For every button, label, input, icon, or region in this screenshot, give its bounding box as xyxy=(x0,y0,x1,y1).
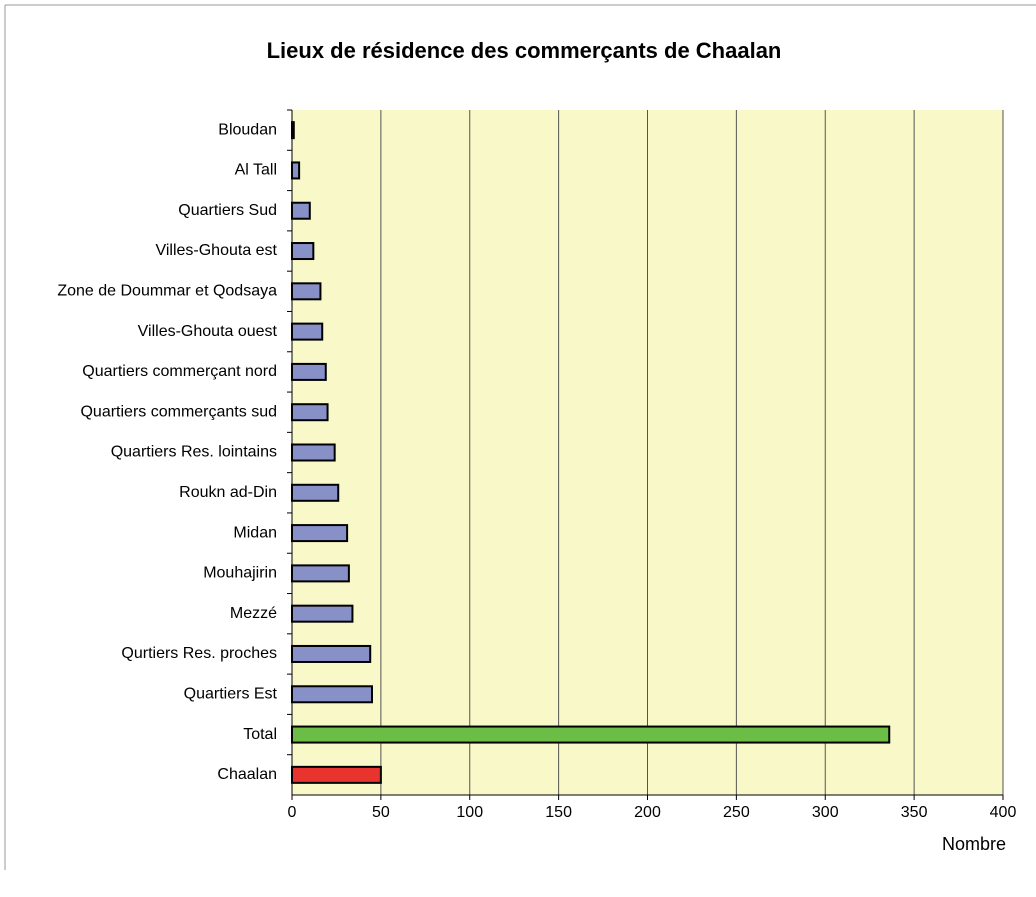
y-tick-label: Qurtiers Res. proches xyxy=(121,645,277,662)
x-tick-label: 350 xyxy=(901,804,928,821)
y-tick-label: Mouhajirin xyxy=(203,565,277,582)
x-tick-label: 100 xyxy=(456,804,483,821)
bar xyxy=(291,362,327,381)
bar xyxy=(291,322,324,341)
x-tick-label: 300 xyxy=(812,804,839,821)
x-tick-label: 50 xyxy=(372,804,390,821)
bar xyxy=(291,483,340,502)
y-tick-label: Roukn ad-Din xyxy=(179,484,277,501)
bar xyxy=(291,443,336,462)
x-tick-label: 200 xyxy=(634,804,661,821)
y-tick-label: Quartiers commerçant nord xyxy=(82,363,277,380)
y-tick-label: Chaalan xyxy=(217,766,277,783)
x-tick-label: 250 xyxy=(723,804,750,821)
y-tick-label: Al Tall xyxy=(235,162,277,179)
y-tick-label: Zone de Doummar et Qodsaya xyxy=(57,283,277,300)
bar xyxy=(291,685,373,704)
bar xyxy=(291,765,382,784)
bar xyxy=(291,725,891,744)
bar xyxy=(291,242,315,261)
bar xyxy=(291,201,311,220)
bar xyxy=(291,121,295,140)
y-tick-label: Quartiers Est xyxy=(184,685,278,702)
bar xyxy=(291,524,349,543)
bar xyxy=(291,403,329,422)
bar xyxy=(291,644,372,663)
x-axis-label: Nombre xyxy=(942,834,1006,854)
bar xyxy=(291,161,301,180)
x-tick-label: 0 xyxy=(288,804,297,821)
bar xyxy=(291,564,350,583)
y-tick-label: Quartiers commerçants sud xyxy=(80,403,277,420)
x-tick-label: 150 xyxy=(545,804,572,821)
y-tick-label: Villes-Ghouta est xyxy=(155,242,277,259)
y-tick-label: Villes-Ghouta ouest xyxy=(138,323,278,340)
y-tick-label: Quartiers Sud xyxy=(178,202,277,219)
x-tick-label: 400 xyxy=(990,804,1017,821)
y-tick-label: Quartiers Res. lointains xyxy=(111,444,277,461)
y-tick-label: Bloudan xyxy=(218,121,277,138)
chart-title: Lieux de résidence des commerçants de Ch… xyxy=(267,38,782,63)
y-tick-label: Total xyxy=(243,726,277,743)
y-tick-label: Mezzé xyxy=(230,605,277,622)
bar xyxy=(291,282,322,301)
y-tick-label: Midan xyxy=(233,524,277,541)
bar xyxy=(291,604,354,623)
